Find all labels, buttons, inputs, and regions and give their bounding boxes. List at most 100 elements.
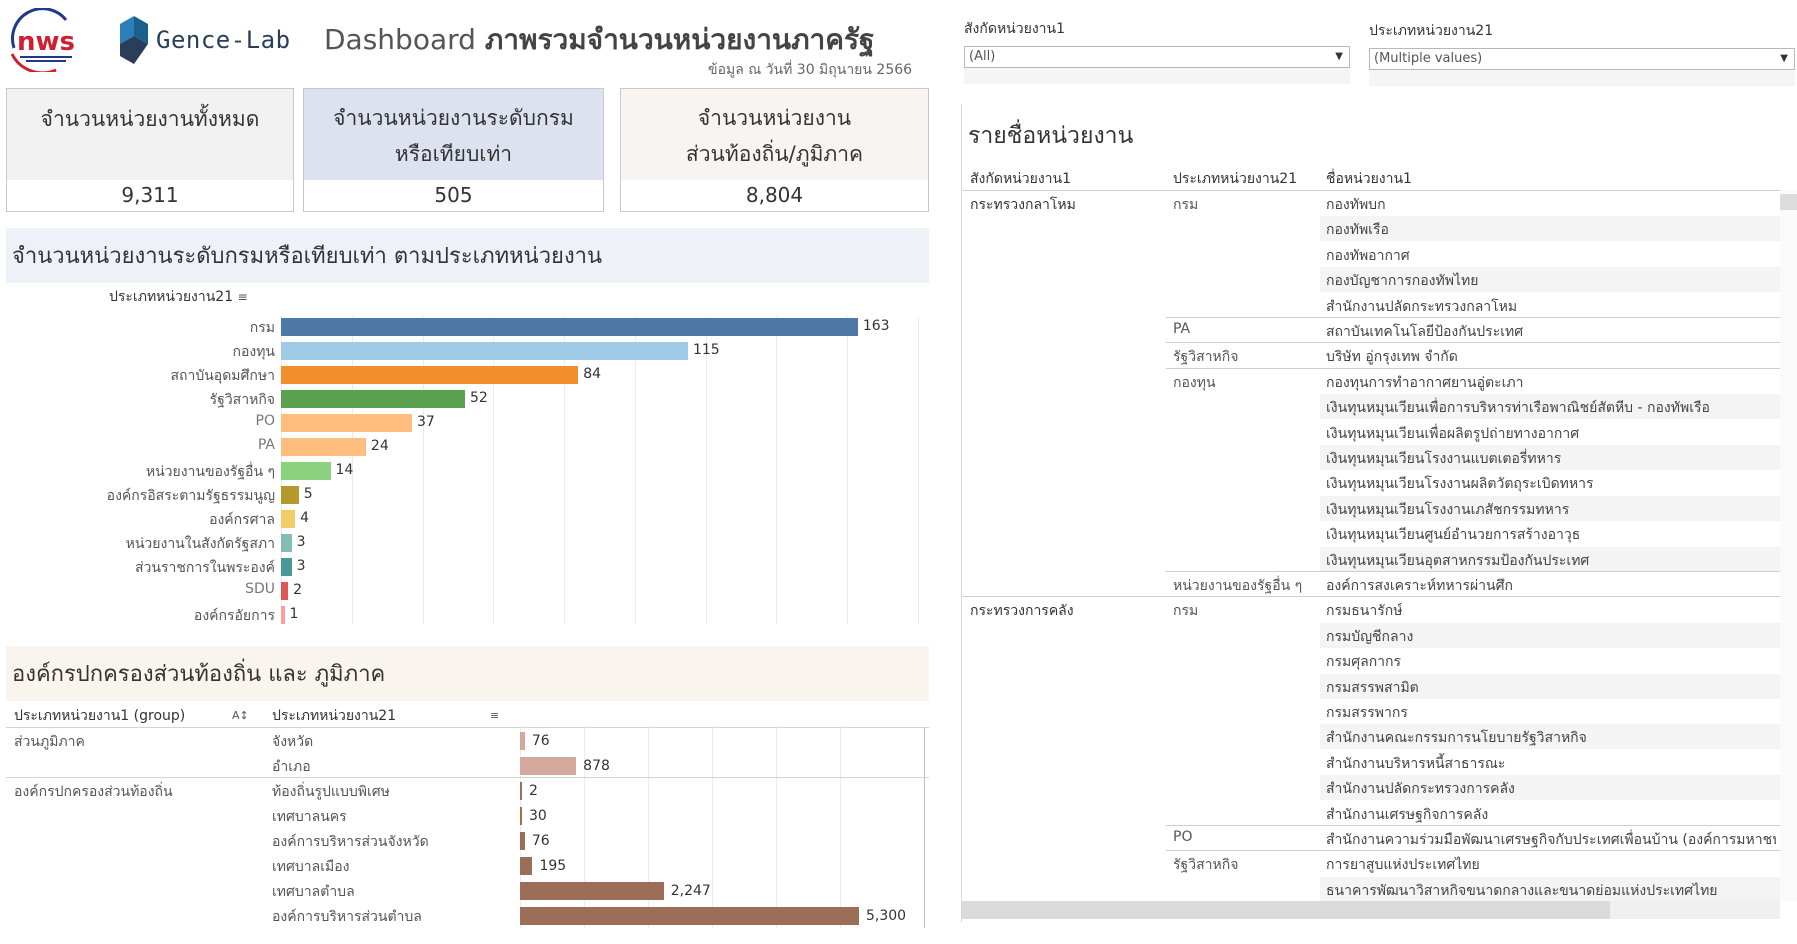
horizontal-scroll-thumb[interactable] — [962, 901, 1610, 919]
agency-row[interactable]: ธนาคารพัฒนาวิสาหกิจขนาดกลางและขนาดย่อมแห… — [962, 876, 1780, 901]
bar[interactable] — [281, 438, 366, 456]
agency-row[interactable]: กระทรวงกลาโหม กรม กองทัพบก — [962, 191, 1780, 216]
agency-row[interactable]: เงินทุนหมุนเวียนเพื่อผลิตรูปถ่ายทางอากาศ — [962, 420, 1780, 445]
bar[interactable] — [520, 832, 525, 850]
agency-row[interactable]: เงินทุนหมุนเวียนโรงงานเภสัชกรรมทหาร — [962, 495, 1780, 521]
bar[interactable] — [281, 318, 858, 336]
agency-row[interactable]: เงินทุนหมุนเวียนโรงงานแบตเตอรี่ทหาร — [962, 445, 1780, 470]
agency-row[interactable]: รัฐวิสาหกิจ บริษัท อู่กรุงเทพ จำกัด — [962, 343, 1780, 368]
agency-row[interactable]: เงินทุนหมุนเวียนเพื่อการบริหารท่าเรือพาณ… — [962, 394, 1780, 420]
agency-name: กองบัญชาการกองทัพไทย — [1326, 273, 1479, 290]
agency-row[interactable]: กรมศุลกากร — [962, 648, 1780, 673]
bar[interactable] — [281, 366, 579, 384]
agency-row[interactable]: กองบัญชาการกองทัพไทย — [962, 267, 1780, 293]
group-col-header[interactable]: ประเภทหน่วยงาน1 (group) — [14, 708, 186, 724]
bar[interactable] — [281, 606, 285, 624]
agency-col-affiliation[interactable]: สังกัดหน่วยงาน1 — [970, 171, 1071, 187]
bar[interactable] — [281, 414, 412, 432]
grid-line — [647, 727, 649, 928]
filter-type-label: ประเภทหน่วยงาน21 — [1369, 23, 1494, 39]
filter-type: ประเภทหน่วยงาน21 (Multiple values) ▼ — [1369, 20, 1795, 86]
agency-col-type[interactable]: ประเภทหน่วยงาน21 — [1173, 171, 1298, 187]
agency-row[interactable]: รัฐวิสาหกิจ การยาสูบแห่งประเทศไทย — [962, 851, 1780, 876]
bar[interactable] — [281, 462, 331, 480]
agency-row[interactable]: เงินทุนหมุนเวียนศูนย์อำนวยการสร้างอาวุธ — [962, 521, 1780, 546]
category-label: SDU — [245, 581, 275, 597]
row-shade — [1320, 622, 1780, 648]
agency-row[interactable]: กระทรวงการคลัง กรม กรมธนารักษ์ — [962, 597, 1780, 622]
grid-line — [847, 316, 849, 624]
grid-line — [493, 316, 495, 624]
filter-affiliation-select[interactable]: (All) ▼ — [964, 46, 1350, 68]
agency-row[interactable]: สำนักงานบริหารหนี้สาธารณะ — [962, 750, 1780, 775]
bar[interactable] — [281, 390, 466, 408]
bar[interactable] — [281, 510, 296, 528]
agency-name: เงินทุนหมุนเวียนเพื่อผลิตรูปถ่ายทางอากาศ — [1326, 425, 1580, 442]
category-label: หน่วยงานในสังกัดรัฐสภา — [125, 536, 275, 552]
bar[interactable] — [520, 882, 664, 900]
agency-row[interactable]: กองทุน กองทุนการทำอากาศยานอู่ตะเภา — [962, 369, 1780, 394]
type-col-header[interactable]: ประเภทหน่วยงาน21 — [272, 708, 397, 724]
kpi-total-label: จำนวนหน่วยงานทั้งหมด — [40, 107, 260, 131]
kpi-dept-card[interactable]: จำนวนหน่วยงานระดับกรม หรือเทียบเท่า 505 — [303, 88, 604, 212]
agency-row[interactable]: หน่วยงานของรัฐอื่น ๆ องค์การสงเคราะห์ทหาร… — [962, 572, 1780, 597]
grid-line — [711, 727, 713, 928]
agency-name: เงินทุนหมุนเวียนโรงงานแบตเตอรี่ทหาร — [1326, 451, 1562, 467]
horizontal-scrollbar[interactable] — [962, 901, 1780, 919]
bar[interactable] — [281, 558, 292, 576]
sort-bars-icon[interactable]: ≡ — [490, 709, 500, 722]
kpi-dept-value: 505 — [304, 180, 603, 211]
grid-line — [351, 316, 353, 624]
row-separator — [1166, 850, 1780, 852]
bar[interactable] — [520, 907, 859, 925]
bar[interactable] — [520, 782, 522, 800]
kpi-local-card[interactable]: จำนวนหน่วยงาน ส่วนท้องถิ่น/ภูมิภาค 8,804 — [620, 88, 929, 212]
agency-row[interactable]: เงินทุนหมุนเวียนโรงงานผลิตวัตถุระเบิดทหา… — [962, 470, 1780, 495]
bar[interactable] — [281, 342, 688, 360]
dept-axis-header[interactable]: ประเภทหน่วยงาน21 ≡ — [109, 286, 248, 308]
filter-affiliation-label: สังกัดหน่วยงาน1 — [964, 21, 1065, 37]
agency-row[interactable]: PA สถาบันเทคโนโลยีป้องกันประเทศ — [962, 318, 1780, 343]
agency-name: สำนักงานบริหารหนี้สาธารณะ — [1326, 755, 1506, 772]
vertical-scrollbar[interactable] — [1780, 190, 1797, 901]
agency-row[interactable]: กองทัพเรือ — [962, 216, 1780, 242]
bar-value-label: 76 — [531, 833, 550, 849]
agency-rows[interactable]: กระทรวงกลาโหม กรม กองทัพบก กองทัพเรือ กองทัพ… — [962, 190, 1780, 901]
sort-az-icon[interactable]: A↕ — [232, 709, 249, 722]
agency-name: กองทุนการทำอากาศยานอู่ตะเภา — [1326, 374, 1524, 391]
agency-affiliation: กระทรวงการคลัง — [970, 603, 1074, 620]
agency-row[interactable]: กรมสรรพสามิต — [962, 673, 1780, 699]
filter-type-select[interactable]: (Multiple values) ▼ — [1369, 48, 1795, 70]
sort-icon[interactable]: ≡ — [237, 290, 248, 304]
bar[interactable] — [281, 486, 299, 504]
bar[interactable] — [520, 757, 577, 775]
agency-row[interactable]: สำนักงานปลัดกระทรวงการคลัง — [962, 775, 1780, 801]
agency-row[interactable]: กองทัพอากาศ — [962, 242, 1780, 267]
bar-value-label: 24 — [370, 438, 389, 454]
agency-type: กรม — [1173, 603, 1199, 620]
bar-value-label: 115 — [692, 342, 720, 358]
kpi-total-card[interactable]: จำนวนหน่วยงานทั้งหมด 9,311 — [6, 88, 294, 212]
bar[interactable] — [520, 732, 525, 750]
type-label: เทศบาลตำบล — [272, 884, 355, 900]
agency-name: กรมศุลกากร — [1326, 654, 1402, 671]
agency-row[interactable]: กรมบัญชีกลาง — [962, 622, 1780, 648]
agency-row[interactable]: PO สำนักงานความร่วมมือพัฒนาเศรษฐกิจกับประ… — [962, 826, 1780, 851]
agency-row[interactable]: สำนักงานปลัดกระทรวงกลาโหม — [962, 293, 1780, 318]
bar-value-label: 3 — [296, 558, 306, 574]
bar[interactable] — [520, 807, 522, 825]
agency-row[interactable]: เงินทุนหมุนเวียนอุตสาหกรรมป้องกันประเทศ — [962, 546, 1780, 572]
bar[interactable] — [281, 534, 292, 552]
agency-row[interactable]: สำนักงานคณะกรรมการนโยบายรัฐวิสาหกิจ — [962, 724, 1780, 750]
agency-row[interactable]: กรมสรรพากร — [962, 699, 1780, 724]
agency-row[interactable]: สำนักงานเศรษฐกิจการคลัง — [962, 801, 1780, 826]
gence-lab-text: Gence-Lab — [156, 26, 291, 54]
bar[interactable] — [281, 582, 289, 600]
bar[interactable] — [520, 857, 533, 875]
nws-logo: nws — [6, 7, 84, 75]
agency-name: สำนักงานปลัดกระทรวงการคลัง — [1326, 781, 1515, 798]
agency-name: เงินทุนหมุนเวียนเพื่อการบริหารท่าเรือพาณ… — [1326, 400, 1710, 417]
vertical-scroll-thumb[interactable] — [1780, 194, 1797, 210]
agency-col-name[interactable]: ชื่อหน่วยงาน1 — [1326, 171, 1412, 187]
agency-name: องค์การสงเคราะห์ทหารผ่านศึก — [1326, 578, 1513, 594]
